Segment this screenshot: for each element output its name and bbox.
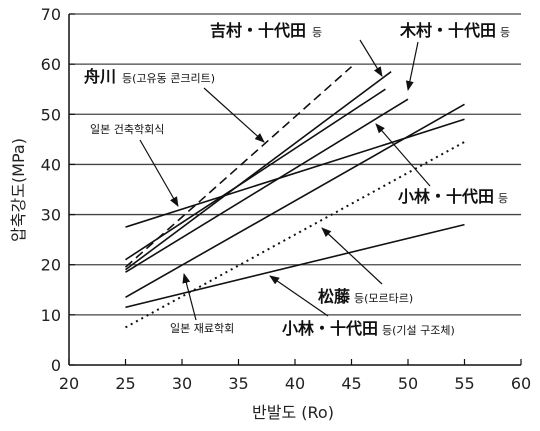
annotation-kobayashi1-suffix: 등	[498, 192, 508, 205]
y-tick-label: 0	[51, 356, 61, 375]
x-tick-label: 20	[59, 374, 79, 393]
arrow-kimura	[405, 41, 419, 91]
annotation-yoshimura: 吉村・十代田 등	[210, 21, 322, 40]
annotation-matsufuji-suffix: 등(모르타르)	[354, 292, 413, 305]
annotation-jsms: 일본 재료학회	[170, 321, 234, 335]
annotation-kobayashi1: 小林・十代田 등	[398, 187, 508, 206]
arrow-aij	[139, 139, 179, 207]
x-tick-label: 40	[285, 374, 305, 393]
x-tick-label: 60	[511, 374, 531, 393]
arrow-kobayashi2	[269, 275, 329, 317]
arrow-funakawa	[203, 87, 265, 143]
annotation-yoshimura-names: 吉村・十代田	[210, 21, 306, 40]
arrow-matsufuji	[321, 227, 383, 285]
annotations: 吉村・十代田 등 木村・十代田 등 舟川 등(고유동 콘크리트) 일본 건축학회식 小…	[84, 21, 510, 338]
x-tick-label: 55	[454, 374, 474, 393]
y-axis-title: 압축강도(MPa)	[9, 138, 28, 242]
y-tick-label: 60	[41, 55, 61, 74]
y-tick-label: 50	[41, 105, 61, 124]
x-axis-title: 반발도 (Ro)	[252, 403, 334, 422]
annotation-funakawa: 舟川 등(고유동 콘크리트)	[84, 67, 215, 86]
x-tick-label: 25	[115, 374, 135, 393]
y-tick-label: 30	[41, 206, 61, 225]
y-tick-label: 70	[41, 5, 61, 24]
annotation-matsufuji-names: 松藤	[318, 287, 351, 306]
series-line-7	[125, 223, 465, 309]
series-lines	[124, 66, 465, 329]
annotation-kimura-names: 木村・十代田	[399, 21, 496, 40]
series-line-8	[125, 141, 465, 329]
annotation-kobayashi2-suffix: 등(기설 구조체)	[382, 324, 455, 337]
gridlines	[69, 13, 521, 316]
annotation-kimura-suffix: 등	[500, 26, 510, 39]
annotation-aij: 일본 건축학회식	[90, 122, 164, 136]
axes	[68, 13, 522, 366]
x-tick-label: 30	[172, 374, 192, 393]
arrow-jsms	[182, 273, 197, 321]
series-line-2	[125, 71, 392, 271]
series-line-6	[125, 118, 465, 228]
series-line-4	[125, 98, 409, 273]
annotation-matsufuji: 松藤 등(모르타르)	[318, 287, 413, 306]
annotation-kobayashi2-names: 小林・十代田	[282, 319, 378, 338]
y-tick-label: 20	[41, 256, 61, 275]
annotation-kobayashi2: 小林・十代田 등(기설 구조체)	[282, 319, 455, 338]
annotation-funakawa-names: 舟川	[84, 67, 116, 86]
x-tick-label: 45	[341, 374, 361, 393]
y-tick-label: 40	[41, 155, 61, 174]
arrow-kobayashi1	[375, 123, 431, 187]
tick-labels: 20 25 30 35 40 45 50 55 60 0 10 20 30 40 50 60 70	[41, 5, 532, 393]
arrow-yoshimura	[359, 39, 383, 77]
series-line-3	[125, 88, 386, 261]
annotation-kobayashi1-names: 小林・十代田	[398, 187, 494, 206]
annotation-kimura: 木村・十代田 등	[399, 21, 510, 40]
x-tick-label: 35	[228, 374, 248, 393]
annotation-funakawa-suffix: 등(고유동 콘크리트)	[122, 72, 215, 85]
series-line-1	[124, 66, 353, 268]
x-tick-label: 50	[398, 374, 418, 393]
annotation-yoshimura-suffix: 등	[312, 26, 322, 39]
y-tick-label: 10	[41, 306, 61, 325]
